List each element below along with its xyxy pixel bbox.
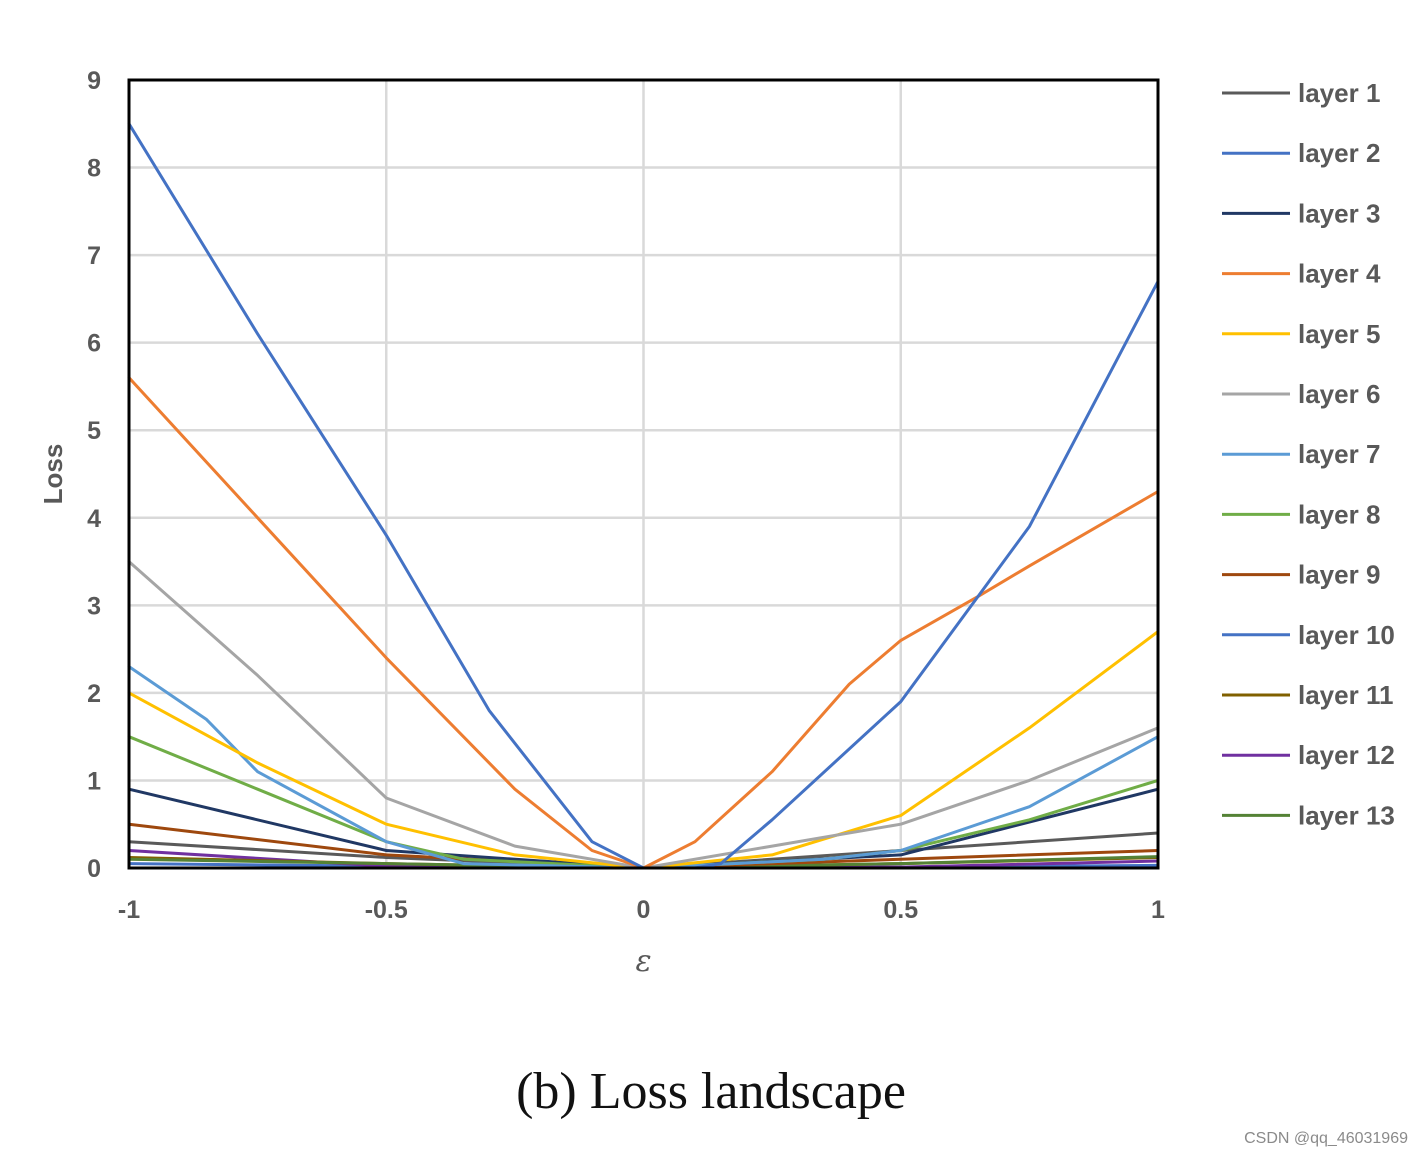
grid-lines [127,78,1160,870]
y-tick-label: 5 [87,417,101,445]
legend-label: layer 12 [1298,740,1395,770]
y-tick-labels: 0 1 2 3 4 5 6 7 8 9 [87,67,101,883]
figure-caption: (b) Loss landscape [516,1063,906,1120]
legend-label: layer 10 [1298,620,1395,650]
y-tick-label: 9 [87,67,101,95]
legend-label: layer 6 [1298,379,1380,409]
legend-label: layer 5 [1298,319,1380,349]
legend-label: layer 2 [1298,138,1380,168]
x-tick-labels: -1 -0.5 0 0.5 1 [118,896,1165,924]
legend: layer 1 layer 2 layer 3 layer 4 layer 5 layer… [1222,78,1395,830]
x-tick-label: -0.5 [365,896,408,924]
y-tick-label: 2 [87,680,101,708]
legend-label: layer 11 [1298,680,1393,710]
y-tick-label: 3 [87,592,101,620]
legend-label: layer 7 [1298,439,1380,469]
x-tick-label: 1 [1151,896,1165,924]
y-tick-label: 6 [87,330,101,358]
legend-label: layer 4 [1298,259,1381,289]
y-tick-label: 1 [87,767,101,795]
legend-label: layer 13 [1298,800,1395,830]
legend-label: layer 9 [1298,560,1380,590]
series-line-layer-7 [127,665,1160,870]
y-tick-label: 7 [87,242,101,270]
x-axis-title: ε [635,944,651,979]
legend-label: layer 3 [1298,198,1380,228]
watermark: CSDN @qq_46031969 [1244,1130,1408,1147]
x-tick-label: 0.5 [883,896,918,924]
legend-label: layer 8 [1298,499,1380,529]
y-axis-title: Loss [38,444,68,505]
y-tick-label: 8 [87,155,101,183]
y-tick-label: 4 [87,505,101,533]
plot-frame [127,78,1160,870]
x-tick-label: 0 [637,896,651,924]
x-tick-label: -1 [118,896,140,924]
y-tick-label: 0 [87,855,101,883]
legend-label: layer 1 [1298,78,1380,108]
